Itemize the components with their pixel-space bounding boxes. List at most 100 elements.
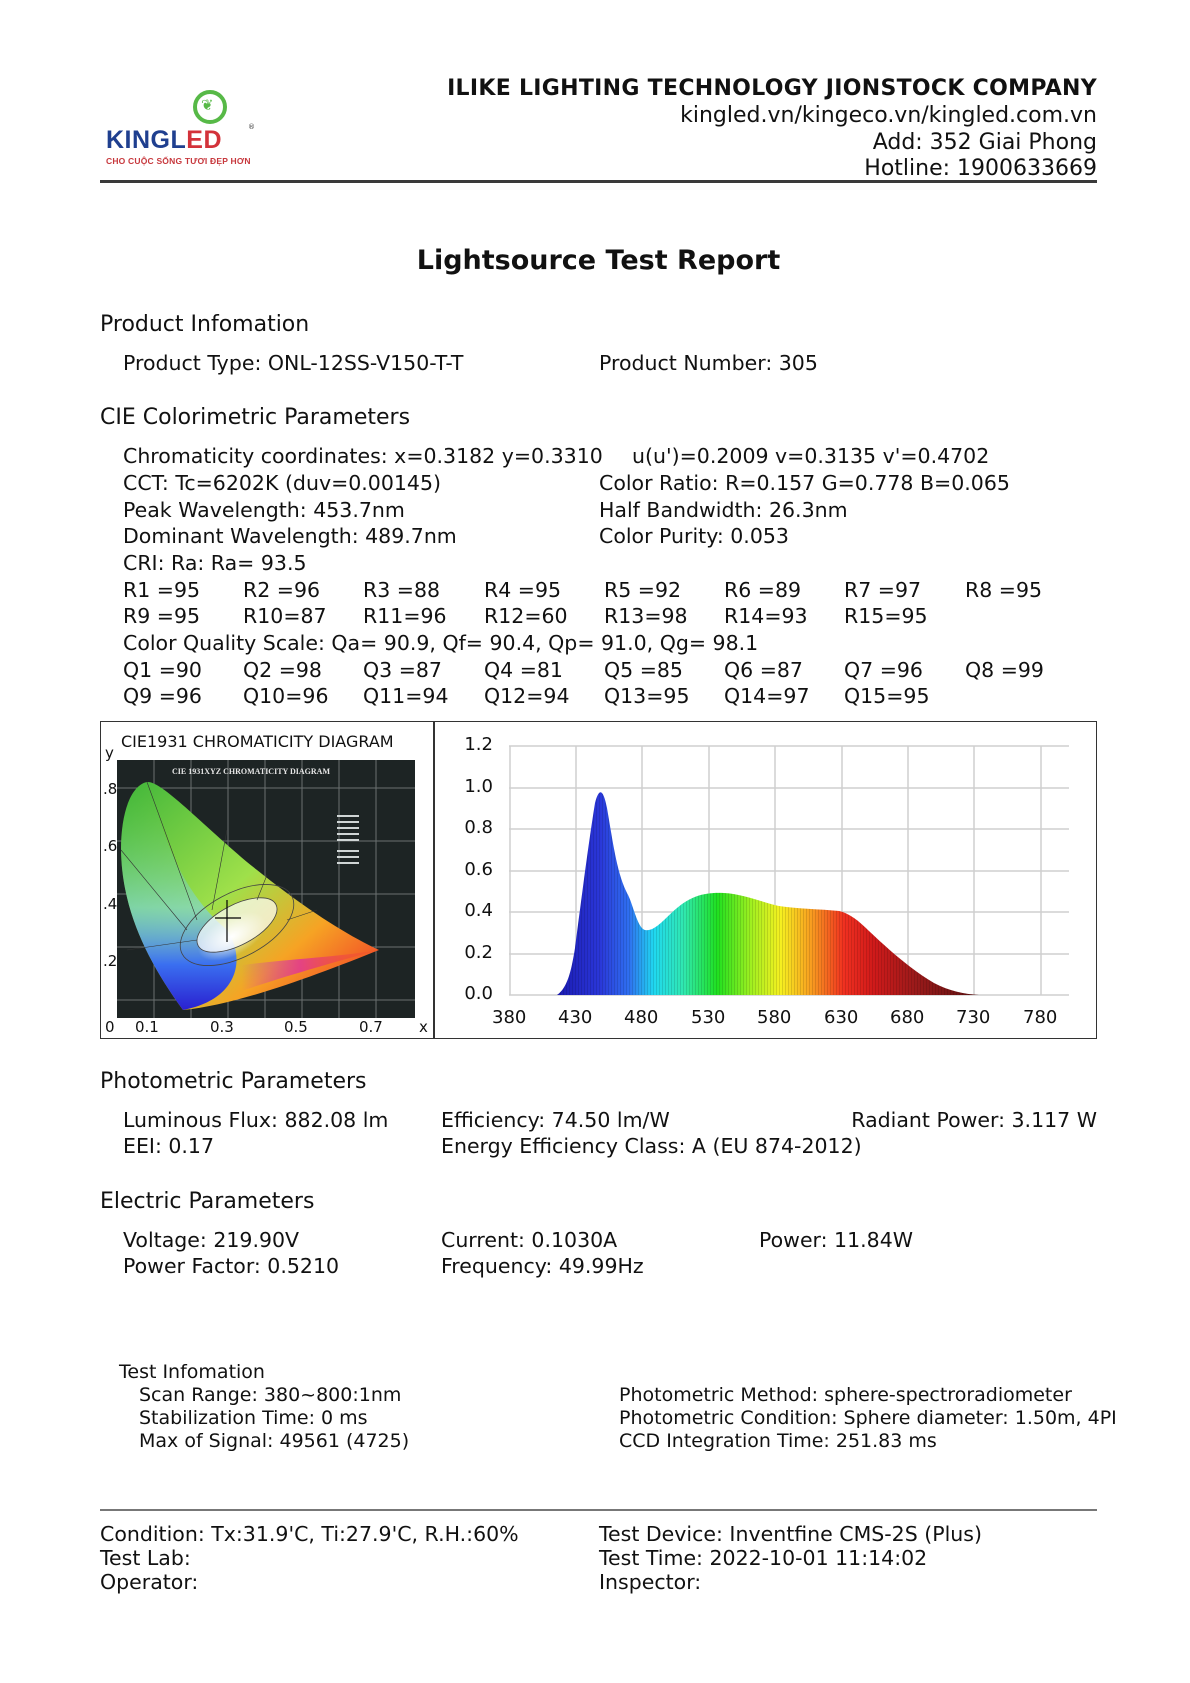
svg-text:CIE 1931XYZ CHROMATICITY DIAGR: CIE 1931XYZ CHROMATICITY DIAGRAM xyxy=(172,767,330,776)
stabilization-time: Stabilization Time: 0 ms xyxy=(139,1407,368,1429)
peak-wavelength: Peak Wavelength: 453.7nm xyxy=(123,498,405,522)
luminous-flux: Luminous Flux: 882.08 lm xyxy=(123,1108,389,1132)
max-of-signal: Max of Signal: 49561 (4725) xyxy=(139,1430,410,1452)
cqs-q-value: Q12=94 xyxy=(484,684,570,708)
test-device: Test Device: Inventfine CMS-2S (Plus) xyxy=(599,1522,982,1546)
spectrum-x-tick: 730 xyxy=(956,1007,991,1028)
cqs-q-value: Q4 =81 xyxy=(484,658,563,682)
energy-efficiency-class: Energy Efficiency Class: A (EU 874-2012) xyxy=(441,1134,862,1158)
spectrum-y-tick: 0.0 xyxy=(464,983,493,1004)
cie-x-tick: 0.3 xyxy=(210,1018,234,1036)
cqs-q-value: Q13=95 xyxy=(604,684,690,708)
cqs-q-value: Q7 =96 xyxy=(844,658,923,682)
cqs-q-value: Q6 =87 xyxy=(724,658,803,682)
cri-r-value: R7 =97 xyxy=(844,578,922,602)
company-name: ILIKE LIGHTING TECHNOLOGY JIONSTOCK COMP… xyxy=(447,76,1097,101)
radiant-power: Radiant Power: 3.117 W xyxy=(851,1108,1097,1132)
spectrum-y-tick: 0.4 xyxy=(464,900,493,921)
current: Current: 0.1030A xyxy=(441,1228,618,1252)
eei-value: EEI: 0.17 xyxy=(123,1134,215,1158)
lightbulb-icon xyxy=(193,90,227,124)
company-address: Add: 352 Giai Phong xyxy=(872,130,1097,155)
power-factor: Power Factor: 0.5210 xyxy=(123,1254,340,1278)
efficiency: Efficiency: 74.50 lm/W xyxy=(441,1108,670,1132)
cie-x-axis-label: x xyxy=(419,1018,428,1036)
test-condition: Condition: Tx:31.9'C, Ti:27.9'C, R.H.:60… xyxy=(100,1522,519,1546)
cie-y-tick: .8 xyxy=(103,780,118,798)
cri-r-value: R10=87 xyxy=(243,604,327,628)
lotus-icon: ❦ xyxy=(201,96,214,114)
color-ratio: Color Ratio: R=0.157 G=0.778 B=0.065 xyxy=(599,471,1010,495)
uv-coordinates: u(u')=0.2009 v=0.3135 v'=0.4702 xyxy=(632,444,990,468)
cie-x-tick: 0.7 xyxy=(359,1018,383,1036)
cqs-q-value: Q3 =87 xyxy=(363,658,442,682)
product-type: Product Type: ONL-12SS-V150-T-T xyxy=(123,351,464,375)
cri-r-value: R5 =92 xyxy=(604,578,682,602)
charts-divider xyxy=(433,722,435,1038)
cri-r-value: R4 =95 xyxy=(484,578,562,602)
cie-x-tick: 0.1 xyxy=(135,1018,159,1036)
cie-x-tick: 0.5 xyxy=(284,1018,308,1036)
cri-r-value: R15=95 xyxy=(844,604,928,628)
frequency: Frequency: 49.99Hz xyxy=(441,1254,644,1278)
cri-r-value: R9 =95 xyxy=(123,604,201,628)
footer-divider xyxy=(100,1509,1097,1511)
test-info-heading: Test Infomation xyxy=(119,1361,265,1383)
report-title: Lightsource Test Report xyxy=(416,245,781,276)
kingled-logo: ❦ KINGLED ® CHO CUỘC SỐNG TƯƠI ĐẸP HƠN xyxy=(100,88,270,168)
cie-y-tick: .2 xyxy=(103,952,118,970)
company-websites: kingled.vn/kingeco.vn/kingled.com.vn xyxy=(680,103,1097,128)
cri-r-value: R1 =95 xyxy=(123,578,201,602)
spectrum-x-tick: 780 xyxy=(1023,1007,1058,1028)
photometric-method: Photometric Method: sphere-spectroradiom… xyxy=(619,1384,1072,1406)
cri-r-value: R6 =89 xyxy=(724,578,802,602)
test-lab: Test Lab: xyxy=(100,1546,191,1570)
test-time: Test Time: 2022-10-01 11:14:02 xyxy=(599,1546,928,1570)
section-heading-product: Product Infomation xyxy=(100,312,310,337)
charts-panel: CIE1931 CHROMATICITY DIAGRAM y xyxy=(100,721,1097,1039)
cqs-q-value: Q10=96 xyxy=(243,684,329,708)
section-heading-electric: Electric Parameters xyxy=(100,1189,315,1214)
spectrum-y-tick: 1.2 xyxy=(464,734,493,755)
chromaticity-coordinates: Chromaticity coordinates: x=0.3182 y=0.3… xyxy=(123,444,603,468)
spectrum-y-tick: 0.8 xyxy=(464,817,493,838)
spectrum-y-tick: 0.6 xyxy=(464,859,493,880)
inspector: Inspector: xyxy=(599,1570,702,1594)
cri-r-value: R8 =95 xyxy=(965,578,1043,602)
cri-r-value: R3 =88 xyxy=(363,578,441,602)
cri-r-value: R14=93 xyxy=(724,604,808,628)
logo-tagline: CHO CUỘC SỐNG TƯƠI ĐẸP HƠN xyxy=(106,156,251,166)
color-purity: Color Purity: 0.053 xyxy=(599,524,789,548)
header-divider xyxy=(100,180,1097,183)
cie-diagram-title: CIE1931 CHROMATICITY DIAGRAM xyxy=(121,732,394,751)
color-quality-scale: Color Quality Scale: Qa= 90.9, Qf= 90.4,… xyxy=(123,631,759,655)
section-heading-cie: CIE Colorimetric Parameters xyxy=(100,405,411,430)
ccd-integration-time: CCD Integration Time: 251.83 ms xyxy=(619,1430,937,1452)
cqs-q-value: Q8 =99 xyxy=(965,658,1044,682)
spectrum-y-tick: 1.0 xyxy=(464,776,493,797)
spectrum-x-tick: 530 xyxy=(691,1007,726,1028)
cqs-q-value: Q2 =98 xyxy=(243,658,322,682)
power: Power: 11.84W xyxy=(759,1228,914,1252)
cie-x-tick: 0 xyxy=(105,1018,115,1036)
product-number: Product Number: 305 xyxy=(599,351,818,375)
spectrum-plot-area xyxy=(509,745,1069,996)
cqs-q-value: Q14=97 xyxy=(724,684,810,708)
cqs-q-value: Q9 =96 xyxy=(123,684,202,708)
cri-value: CRI: Ra: Ra= 93.5 xyxy=(123,551,307,575)
cri-r-value: R2 =96 xyxy=(243,578,321,602)
cri-r-value: R12=60 xyxy=(484,604,568,628)
photometric-condition: Photometric Condition: Sphere diameter: … xyxy=(619,1407,1117,1429)
section-heading-photometric: Photometric Parameters xyxy=(100,1069,367,1094)
spectrum-x-tick: 580 xyxy=(757,1007,792,1028)
cqs-q-value: Q5 =85 xyxy=(604,658,683,682)
cie-y-tick: .4 xyxy=(103,895,118,913)
cqs-q-value: Q11=94 xyxy=(363,684,449,708)
cct-value: CCT: Tc=6202K (duv=0.00145) xyxy=(123,471,442,495)
voltage: Voltage: 219.90V xyxy=(123,1228,300,1252)
spectrum-x-tick: 380 xyxy=(492,1007,527,1028)
scan-range: Scan Range: 380~800:1nm xyxy=(139,1384,402,1406)
spectrum-x-tick: 430 xyxy=(558,1007,593,1028)
spectrum-x-tick: 480 xyxy=(624,1007,659,1028)
spectrum-x-tick: 630 xyxy=(824,1007,859,1028)
